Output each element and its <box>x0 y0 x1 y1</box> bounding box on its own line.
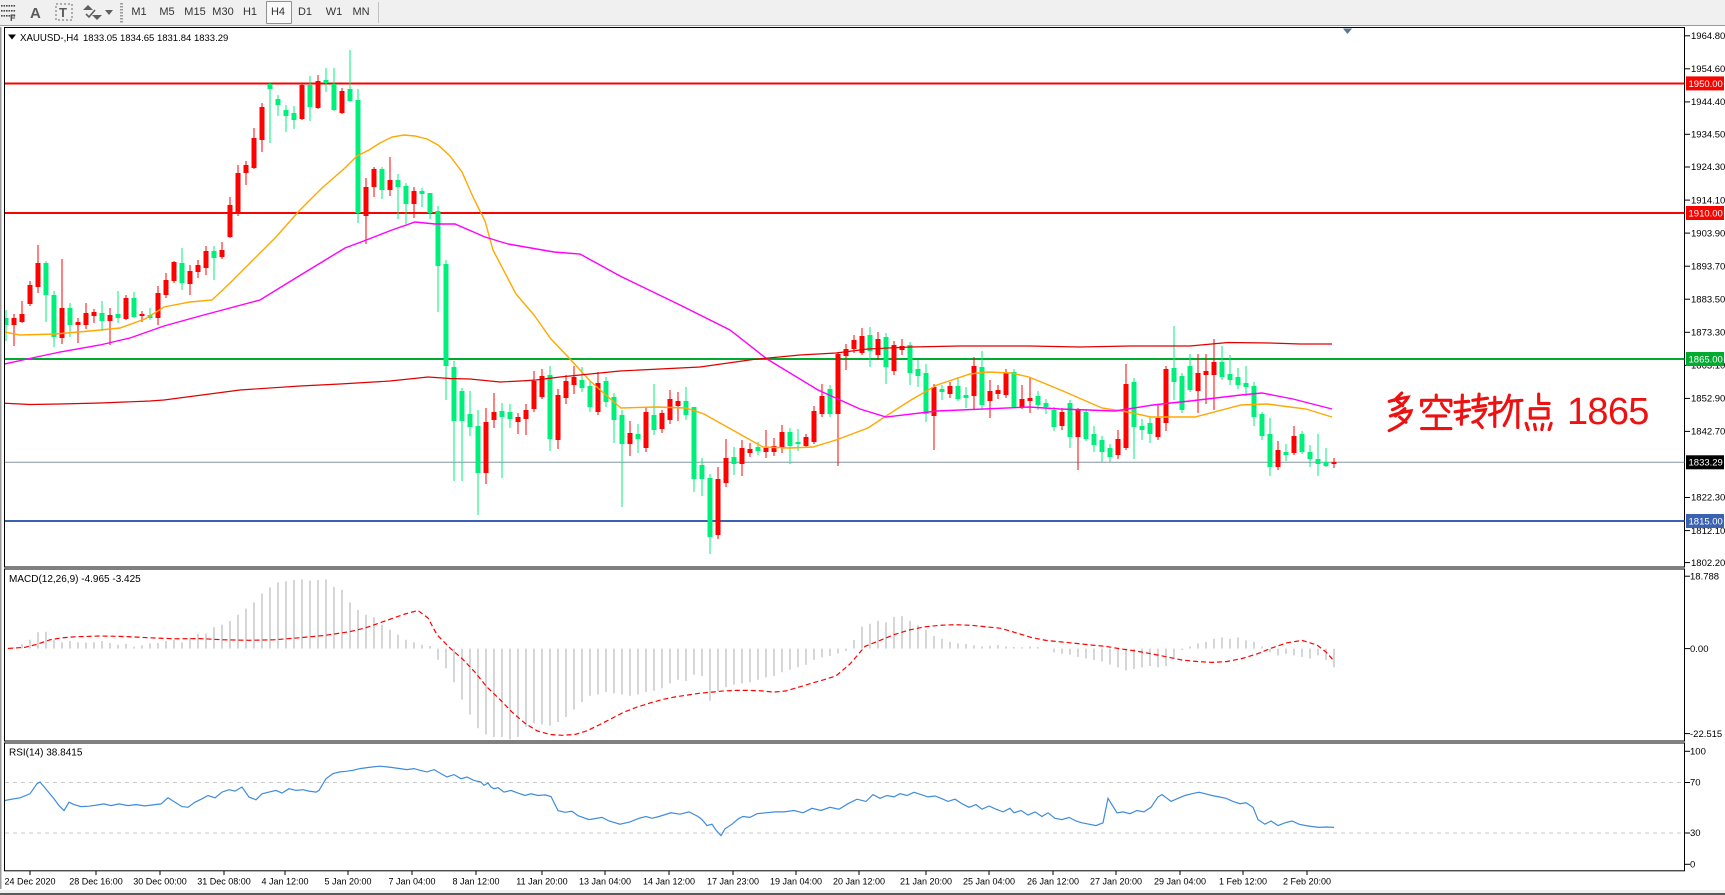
svg-text:1833.29: 1833.29 <box>1689 458 1723 469</box>
svg-text:1910.00: 1910.00 <box>1689 208 1723 219</box>
svg-text:1833.05 1834.65 1831.84 1833.2: 1833.05 1834.65 1831.84 1833.29 <box>83 33 228 44</box>
svg-text:1934.50: 1934.50 <box>1691 130 1725 141</box>
svg-text:1873.30: 1873.30 <box>1691 328 1725 339</box>
svg-text:RSI(14) 38.8415: RSI(14) 38.8415 <box>9 748 83 759</box>
svg-text:T: T <box>59 5 67 20</box>
svg-text:30 Dec 00:00: 30 Dec 00:00 <box>133 877 187 887</box>
svg-text:1950.00: 1950.00 <box>1689 79 1723 90</box>
svg-text:1903.90: 1903.90 <box>1691 228 1725 239</box>
svg-text:8 Jan 12:00: 8 Jan 12:00 <box>452 877 499 887</box>
svg-text:1924.30: 1924.30 <box>1691 162 1725 173</box>
svg-text:1865: 1865 <box>1567 391 1649 433</box>
svg-text:F: F <box>10 13 16 23</box>
svg-text:26 Jan 12:00: 26 Jan 12:00 <box>1027 877 1079 887</box>
svg-text:70: 70 <box>1690 778 1701 789</box>
svg-text:100: 100 <box>1690 747 1706 758</box>
svg-text:1842.70: 1842.70 <box>1691 427 1725 438</box>
svg-text:1815.00: 1815.00 <box>1689 516 1723 527</box>
svg-text:2 Feb 20:00: 2 Feb 20:00 <box>1283 877 1331 887</box>
svg-text:28 Dec 16:00: 28 Dec 16:00 <box>69 877 123 887</box>
svg-text:18.788: 18.788 <box>1690 571 1719 582</box>
svg-text:1865.00: 1865.00 <box>1689 354 1723 365</box>
svg-text:0.00: 0.00 <box>1690 644 1709 655</box>
svg-text:17 Jan 23:00: 17 Jan 23:00 <box>707 877 759 887</box>
svg-text:0: 0 <box>1690 860 1695 871</box>
svg-text:XAUUSD-,H4: XAUUSD-,H4 <box>20 33 79 44</box>
svg-text:1852.90: 1852.90 <box>1691 394 1725 405</box>
svg-text:19 Jan 04:00: 19 Jan 04:00 <box>770 877 822 887</box>
svg-text:31 Dec 08:00: 31 Dec 08:00 <box>197 877 251 887</box>
svg-text:11 Jan 20:00: 11 Jan 20:00 <box>516 877 567 887</box>
svg-text:14 Jan 12:00: 14 Jan 12:00 <box>643 877 695 887</box>
svg-text:A: A <box>30 5 41 22</box>
svg-text:1944.40: 1944.40 <box>1691 97 1725 108</box>
svg-text:MACD(12,26,9) -4.965 -3.425: MACD(12,26,9) -4.965 -3.425 <box>9 574 141 585</box>
svg-text:1964.80: 1964.80 <box>1691 31 1725 42</box>
svg-text:-22.515: -22.515 <box>1690 729 1722 740</box>
svg-text:1883.50: 1883.50 <box>1691 294 1725 305</box>
svg-text:1914.10: 1914.10 <box>1691 195 1725 206</box>
svg-text:30: 30 <box>1690 828 1701 839</box>
svg-text:1822.30: 1822.30 <box>1691 493 1725 504</box>
svg-text:5 Jan 20:00: 5 Jan 20:00 <box>324 877 371 887</box>
svg-text:27 Jan 20:00: 27 Jan 20:00 <box>1090 877 1142 887</box>
svg-text:4 Jan 12:00: 4 Jan 12:00 <box>261 877 308 887</box>
svg-text:13 Jan 04:00: 13 Jan 04:00 <box>579 877 631 887</box>
svg-text:29 Jan 04:00: 29 Jan 04:00 <box>1154 877 1206 887</box>
svg-text:1954.60: 1954.60 <box>1691 64 1725 75</box>
svg-text:20 Jan 12:00: 20 Jan 12:00 <box>833 877 885 887</box>
svg-text:1893.70: 1893.70 <box>1691 261 1725 272</box>
svg-text:1 Feb 12:00: 1 Feb 12:00 <box>1219 877 1267 887</box>
svg-text:24 Dec 2020: 24 Dec 2020 <box>4 877 55 887</box>
svg-text:1802.20: 1802.20 <box>1691 558 1725 569</box>
svg-text:25 Jan 04:00: 25 Jan 04:00 <box>963 877 1015 887</box>
svg-text:1812.10: 1812.10 <box>1691 526 1725 537</box>
svg-text:21 Jan 20:00: 21 Jan 20:00 <box>900 877 952 887</box>
svg-text:7 Jan 04:00: 7 Jan 04:00 <box>388 877 435 887</box>
